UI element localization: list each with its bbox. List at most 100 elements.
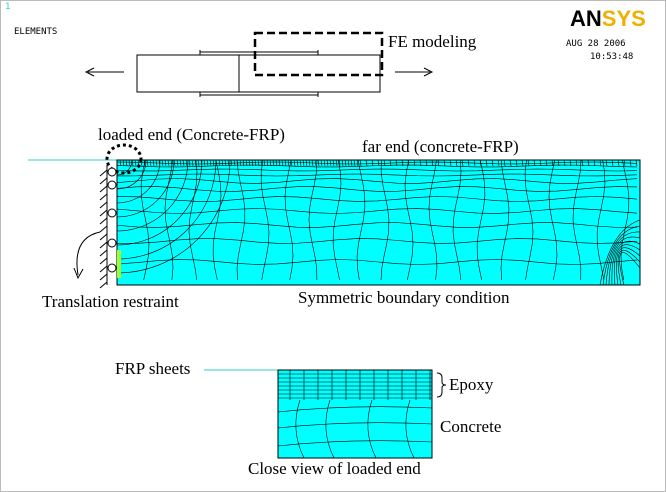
mesh-line (572, 159, 582, 281)
mesh-line (233, 159, 236, 167)
close-view-caption: Close view of loaded end (248, 459, 421, 478)
mesh-line (146, 159, 149, 167)
mesh-line (347, 159, 350, 167)
mesh-line (251, 159, 254, 167)
time: 10:53:48 (590, 52, 633, 62)
mesh-line (218, 159, 221, 167)
mesh-line (284, 159, 294, 281)
mesh-line (116, 159, 231, 274)
loaded-end-label: loaded end (Concrete-FRP) (98, 125, 285, 144)
supports (99, 165, 117, 289)
mesh-line (212, 159, 215, 167)
mesh-line (125, 159, 128, 167)
mesh-line (152, 159, 155, 167)
window-number: 1 (5, 2, 10, 12)
support-roller (107, 263, 117, 273)
mesh-line (428, 159, 438, 281)
mesh-line (356, 159, 359, 167)
mesh-line (593, 159, 596, 167)
support-hatch (99, 185, 108, 193)
mesh-line (461, 159, 464, 167)
mesh-line (332, 159, 335, 167)
mesh-line (116, 159, 175, 218)
mesh-line (467, 159, 470, 167)
mesh-line (617, 159, 620, 167)
mesh-line (602, 225, 641, 286)
support-hatch (99, 249, 108, 257)
mesh-line (329, 159, 332, 167)
mesh-line (635, 159, 638, 167)
restraint-arrow (76, 231, 101, 276)
far-end-label: far end (concrete-FRP) (362, 137, 519, 156)
mesh-line (164, 159, 167, 167)
mesh-line (326, 159, 329, 167)
mesh-line (605, 159, 608, 167)
mesh-line (296, 159, 299, 167)
mesh-line (281, 159, 284, 167)
mesh-line (404, 159, 414, 281)
mesh-line (503, 159, 506, 167)
window-label: ELEMENTS (14, 27, 57, 37)
mesh-line (155, 159, 158, 167)
support-hatch (99, 169, 108, 177)
mesh-line (275, 159, 278, 167)
mesh-line (116, 159, 133, 176)
mesh-line (236, 159, 246, 281)
mesh-line (179, 159, 182, 167)
mesh-line (377, 159, 380, 167)
mesh-line (425, 159, 428, 167)
mesh-line (338, 159, 341, 167)
mesh-line (149, 159, 152, 167)
mesh-line (239, 159, 242, 167)
mesh-line (611, 240, 641, 286)
mesh-line (405, 399, 415, 459)
mesh-line (209, 159, 212, 167)
mesh-line (383, 159, 386, 167)
mesh-line (116, 196, 638, 202)
mesh-line (116, 159, 189, 232)
mesh-line (182, 159, 185, 167)
mesh-line (308, 159, 318, 281)
mesh-line (515, 159, 518, 167)
mesh-line (323, 159, 326, 167)
mesh-line (527, 159, 530, 167)
mesh (116, 159, 641, 286)
mesh-line (287, 159, 290, 167)
mesh-line (407, 159, 410, 167)
support-hatch (99, 201, 108, 209)
close-view-mesh (277, 369, 433, 459)
mesh-line (539, 159, 542, 167)
restraint-arrowhead (73, 267, 84, 280)
mesh-line (605, 231, 641, 286)
mesh-line (266, 159, 269, 167)
mesh-line (188, 159, 198, 281)
mesh-line (212, 159, 222, 281)
support-roller (107, 180, 117, 190)
mesh-line (116, 161, 638, 165)
mesh-line (260, 159, 270, 281)
mesh-line (581, 159, 584, 167)
mesh-line (317, 159, 320, 167)
mesh-line (161, 159, 164, 167)
mesh-line (295, 399, 305, 459)
support-hatch (99, 265, 108, 273)
mesh-line (521, 159, 524, 167)
mesh-line (437, 159, 440, 167)
mesh-line (194, 159, 197, 167)
support-hatch (99, 233, 108, 241)
support-hatch (99, 177, 108, 185)
mesh-line (164, 159, 174, 281)
support-hatch (99, 209, 108, 217)
mesh-line (491, 159, 494, 167)
mesh-line (140, 159, 150, 281)
mesh-line (452, 159, 462, 281)
mesh-line (401, 159, 404, 167)
symmetric-label: Symmetric boundary condition (298, 288, 510, 307)
mesh-line (551, 159, 554, 167)
mesh-line (116, 238, 638, 244)
mesh-line (380, 159, 390, 281)
mesh-line (335, 159, 338, 167)
mesh-line (485, 159, 488, 167)
mesh-line (476, 159, 486, 281)
